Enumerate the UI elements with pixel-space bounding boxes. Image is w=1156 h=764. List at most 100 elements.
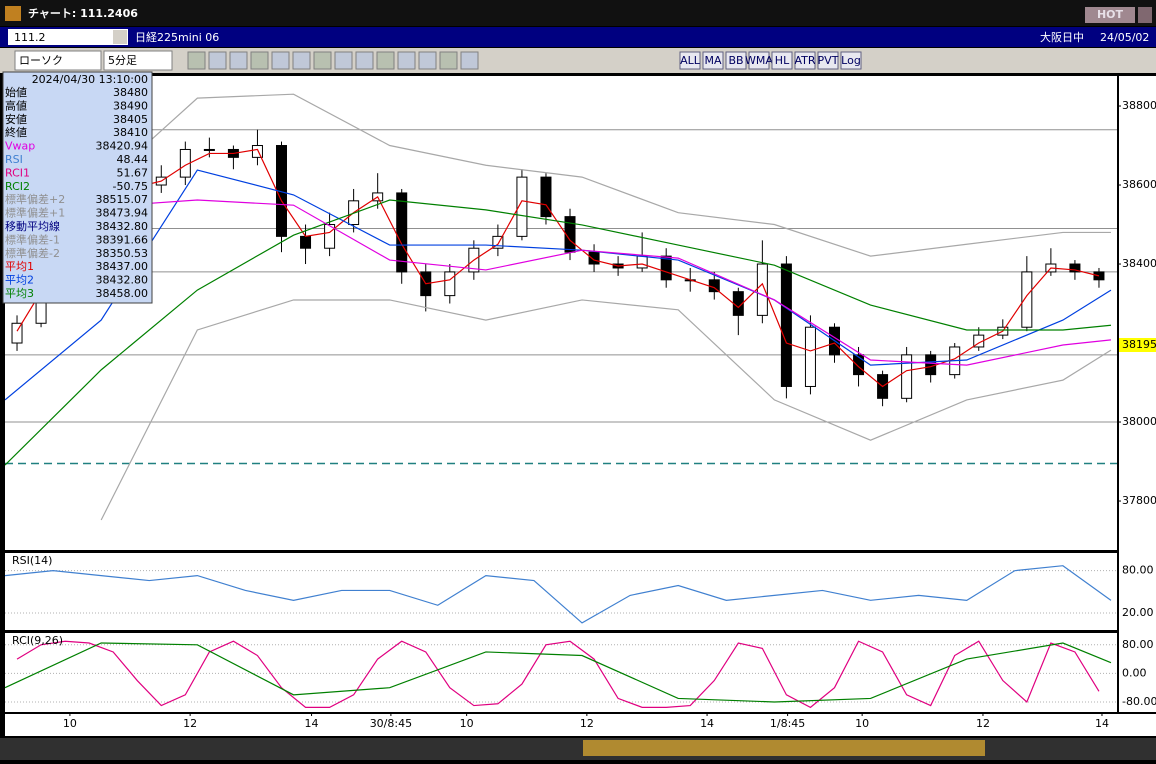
panel-title: RCI(9,26) [12,634,63,647]
y-tick-label: 0.00 [1122,666,1147,679]
info-value: 38480 [113,86,148,99]
tool-icon[interactable] [229,51,248,70]
interval-select[interactable] [103,50,173,71]
tool-button[interactable] [725,51,747,70]
x-tick-label: 12 [976,717,990,730]
x-axis-area [5,714,1156,736]
x-tick-label: 1/8:45 [770,717,805,730]
y-tick-label: 80.00 [1122,564,1154,577]
candle-body [516,176,528,237]
last-price-label: 38195 [1122,338,1156,351]
tool-icon[interactable] [439,51,458,70]
info-value: 38350.53 [96,247,149,260]
tool-icon[interactable] [334,51,353,70]
tool-button[interactable] [748,51,770,70]
info-value: 51.67 [117,166,149,179]
tool-label: WMA [745,54,773,67]
y-tick-label: 20.00 [1122,606,1154,619]
info-label: 移動平均線 [5,219,60,233]
info-panel: 2024/04/30 13:10:00 始値 38480 高値 38490 安値 38405… [2,71,153,304]
code-dropdown[interactable] [113,30,127,44]
info-time: 2024/04/30 13:10:00 [32,73,148,86]
series-line [5,565,1112,624]
tool-icon[interactable] [397,51,416,70]
tool-icon[interactable] [208,51,227,70]
series-line [16,148,1100,388]
tool-icon[interactable] [355,51,374,70]
tool-button[interactable] [794,51,816,70]
tool-button[interactable] [771,51,793,70]
panel-layer [5,565,1117,624]
candle-body [901,354,913,399]
candle-body [756,263,768,316]
tool-button[interactable] [679,51,701,70]
rci-panel [5,633,1117,712]
date: 24/05/02 [1100,31,1149,44]
candle-body [251,145,263,158]
info-value: 38420.94 [96,140,149,153]
tool-icon[interactable] [250,51,269,70]
panel-layer [5,93,1117,521]
candle-body [588,251,600,265]
last-price-marker [1119,337,1156,352]
candle-body [1093,271,1105,281]
candle-body [11,322,23,344]
info-value: 38410 [113,126,148,139]
panel-layer [5,640,1117,709]
instrument-name: 日経225mini 06 [135,31,219,44]
info-value: 38515.07 [96,193,149,206]
code-input[interactable] [8,29,128,45]
candle-body [203,148,215,151]
y-tick-label: 38800 [1122,99,1156,112]
hot-label: HOT [1097,8,1124,21]
series-line [100,93,1111,257]
info-value: 38473.94 [96,207,149,220]
series-line [5,642,1112,703]
y-tick-label: 80.00 [1122,638,1154,651]
tool-icon[interactable] [418,51,437,70]
tool-label: ALL [680,54,701,67]
info-label: 標準偏差+2 [5,192,65,206]
info-label: 安値 [5,112,27,126]
info-label: 平均3 [5,287,34,300]
tool-icon[interactable] [460,51,479,70]
x-tick-label: 14 [1095,717,1109,730]
tool-icon[interactable] [292,51,311,70]
series-line [100,299,1112,521]
close-button[interactable] [1138,7,1152,23]
info-label: 標準偏差-1 [5,232,60,246]
session: 大阪日中 [1040,30,1084,44]
candle-body [396,192,408,273]
candle-body [636,255,648,269]
info-value: 48.44 [117,153,149,166]
tool-buttons: ALL MA BB WMA HL ATR PVT Log [187,51,862,70]
tool-button[interactable] [817,51,839,70]
candle-body [660,255,672,281]
series-line [16,640,1100,709]
hot-button[interactable] [1085,7,1135,23]
tool-button[interactable] [702,51,724,70]
y-tick-label: 38600 [1122,178,1156,191]
scroll-thumb[interactable] [583,740,985,756]
chart-kind-select[interactable] [14,50,102,71]
tool-label: MA [704,54,721,67]
chart-kind: ローソク [19,54,63,67]
info-label: 高値 [5,98,27,112]
tool-icon[interactable] [271,51,290,70]
tool-icon[interactable] [313,51,332,70]
tool-label: HL [775,54,790,67]
candle-body [300,235,312,249]
info-label: 平均1 [5,260,34,273]
x-tick-label: 14 [700,717,714,730]
tool-button[interactable] [840,51,862,70]
plot-layer: 38800 38600 38400 38000 37800 38195 10 12 14 30/8… [5,93,1156,730]
price-panel [5,76,1117,550]
x-tick-label: 12 [183,717,197,730]
rsi-panel [5,553,1117,630]
x-tick-label: 12 [580,717,594,730]
info-value: -50.75 [113,180,148,193]
tool-icon[interactable] [376,51,395,70]
info-value: 38432.80 [96,274,149,287]
tool-icon[interactable] [187,51,206,70]
